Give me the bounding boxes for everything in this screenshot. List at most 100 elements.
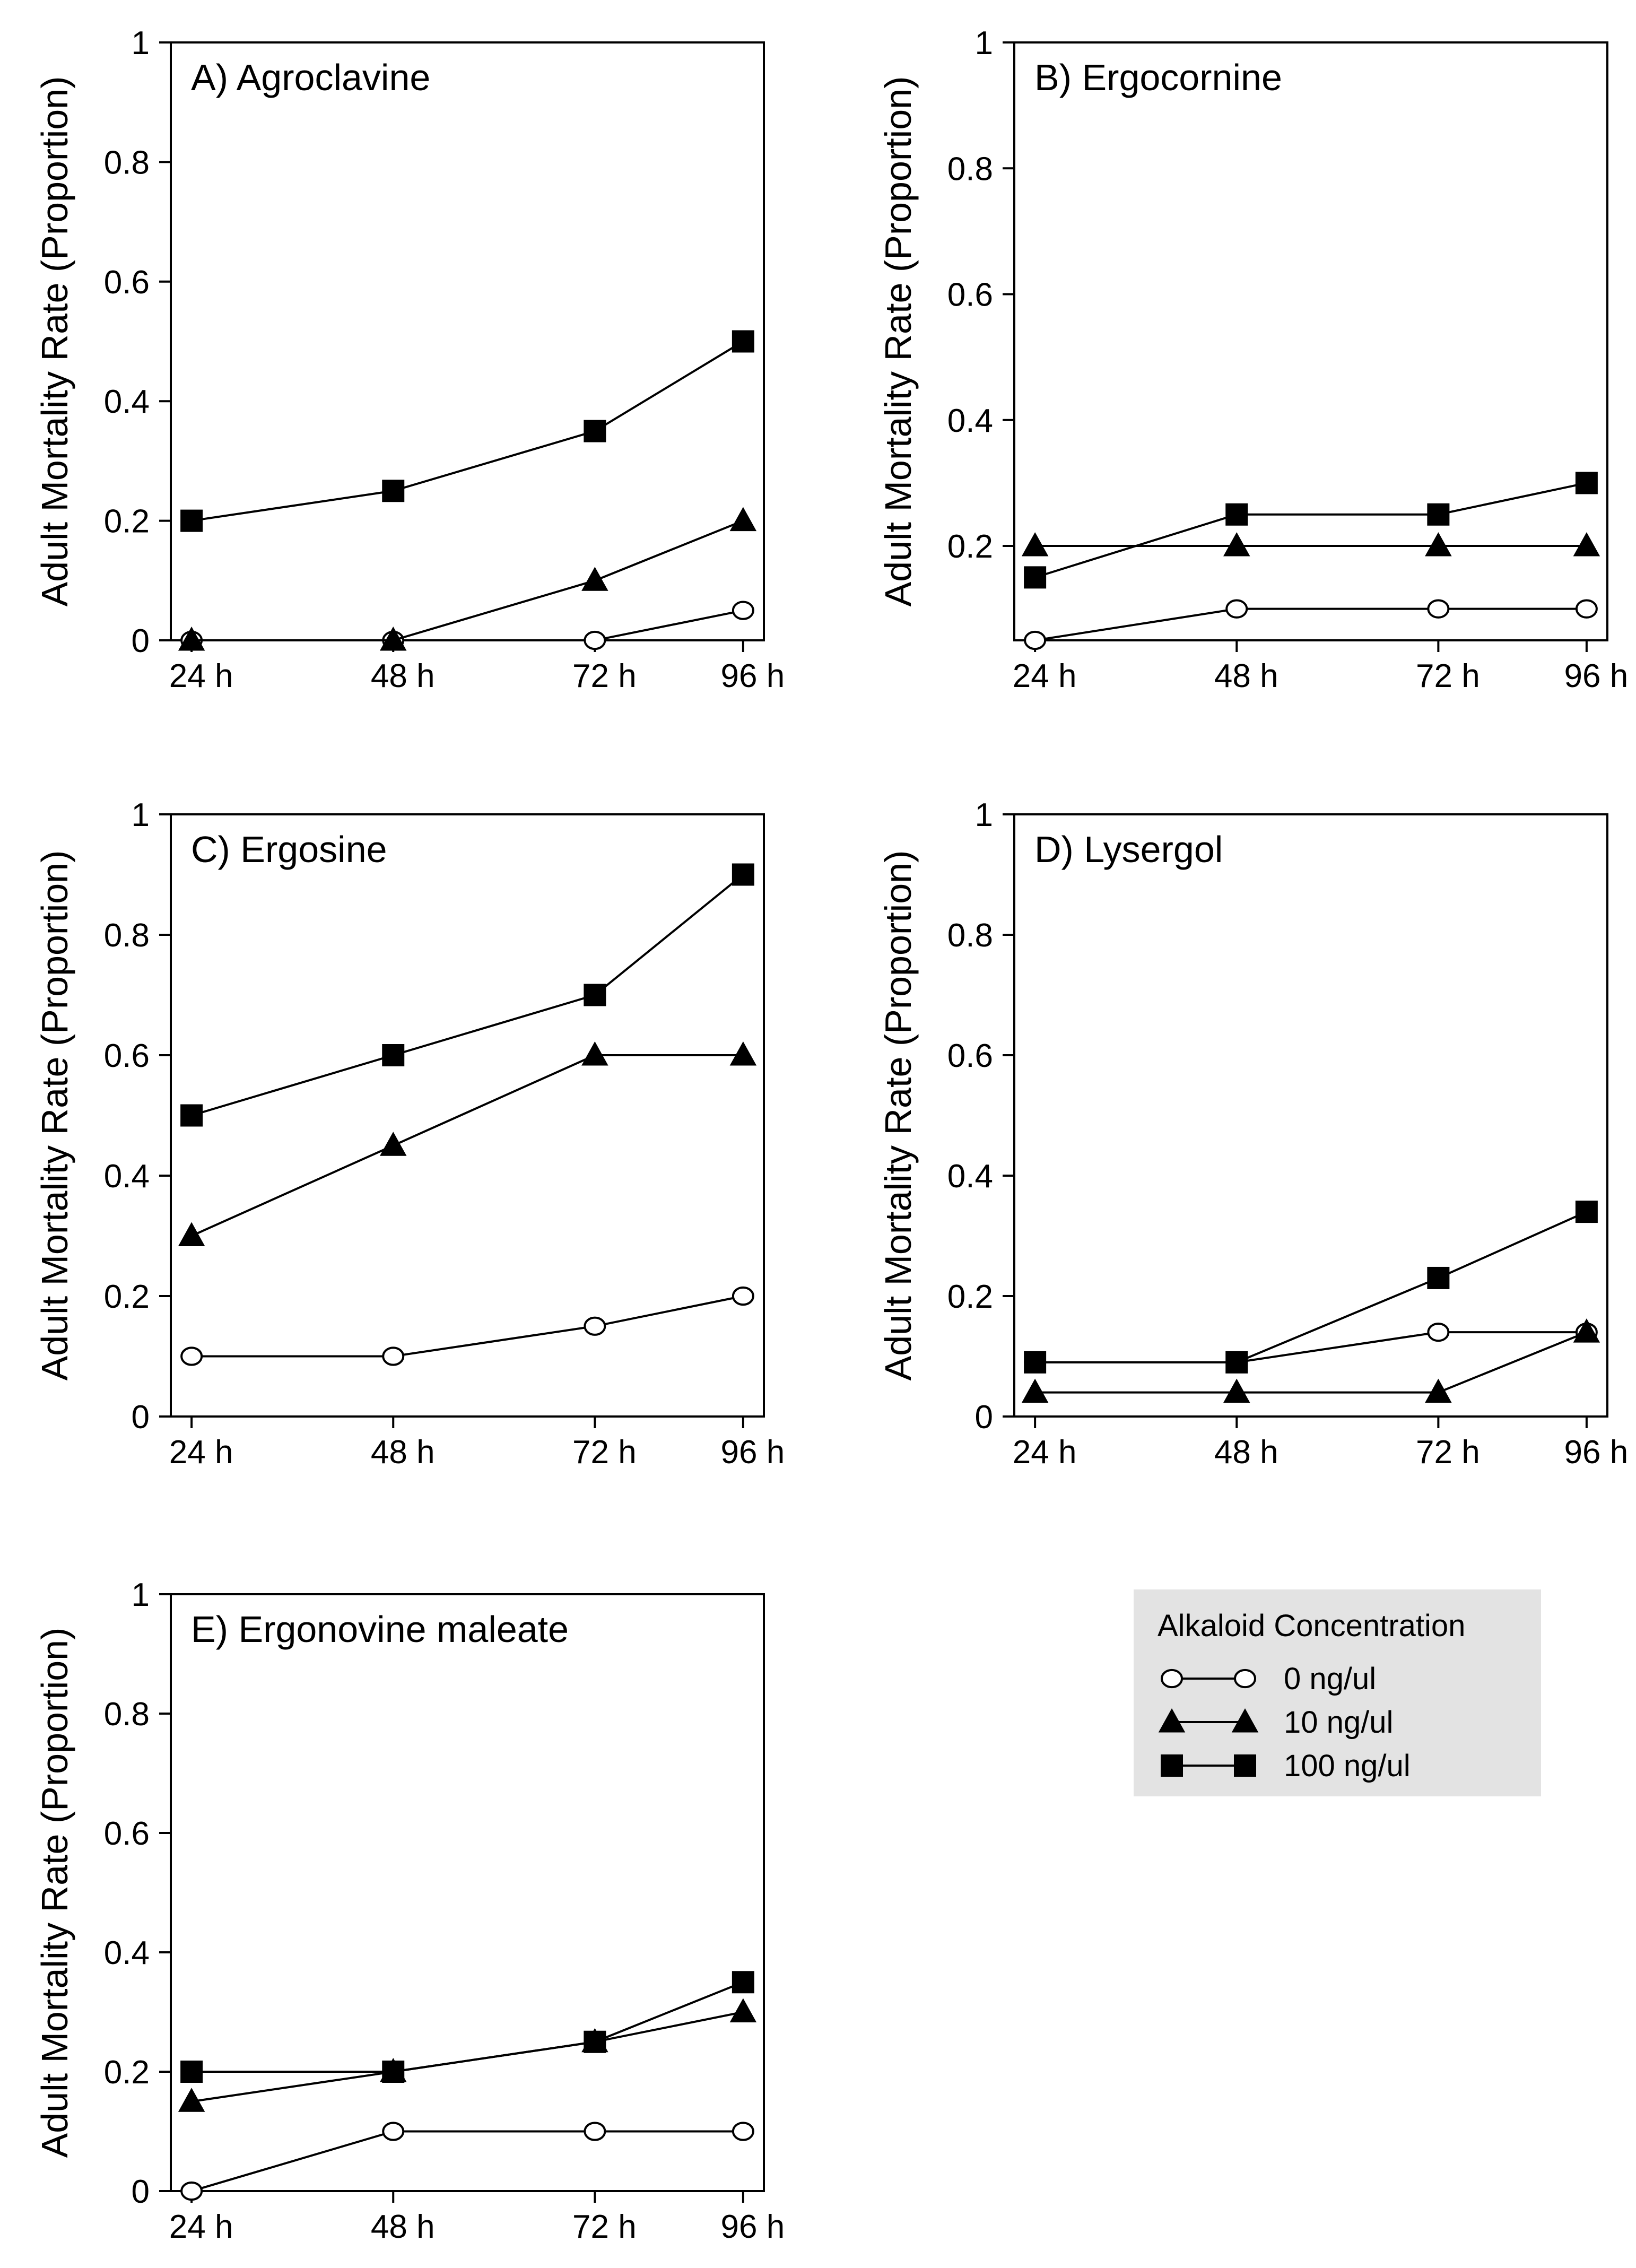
y-tick-label: 0.8: [104, 1696, 150, 1733]
y-tick-label: 0.2: [104, 1279, 150, 1315]
data-point: [1225, 503, 1248, 526]
data-point: [382, 2061, 405, 2083]
legend-marker: [1161, 1754, 1183, 1777]
x-tick-label: 72 h: [572, 2209, 637, 2245]
x-tick-label: 96 h: [1564, 1434, 1629, 1471]
x-tick-label: 72 h: [1416, 1434, 1480, 1471]
legend-label: 10 ng/ul: [1284, 1705, 1393, 1740]
legend-marker: [1158, 1708, 1186, 1733]
data-point: [382, 2122, 405, 2141]
x-tick-label: 72 h: [572, 658, 637, 694]
data-point: [382, 1346, 405, 1366]
y-tick-label: 1: [132, 1577, 150, 1613]
data-point: [732, 1286, 754, 1306]
y-tick-label: 0.6: [947, 1038, 993, 1074]
series-line: [192, 609, 744, 641]
series-triangle-filled: [1021, 1318, 1600, 1403]
series-circle-open: [1024, 599, 1598, 650]
data-point: [732, 1971, 754, 1994]
data-point: [380, 627, 407, 651]
data-point: [584, 1316, 606, 1336]
data-point: [180, 2181, 203, 2201]
data-point: [732, 2122, 754, 2141]
legend-marker: [1234, 1669, 1256, 1689]
series-square-filled: [180, 1971, 754, 2083]
panel-3: 0 0.2 0.4 0.6 0.8 1 24 h 48 h 72 h 96 h Adult Mort…: [34, 797, 785, 1471]
y-axis-title: Adult Mortality Rate (Proportion): [34, 76, 75, 607]
y-tick-label: 0.6: [104, 264, 150, 301]
data-point: [581, 1041, 608, 1066]
series-square-filled: [180, 863, 754, 1127]
legend-title: Alkaloid Concentration: [1158, 1609, 1465, 1643]
y-axis-title: Adult Mortality Rate (Proportion): [877, 850, 919, 1381]
series-square-filled: [180, 330, 754, 532]
series-line: [1035, 1211, 1587, 1363]
data-point: [1021, 1378, 1049, 1403]
series-circle-open: [180, 1286, 754, 1366]
x-tick-label: 48 h: [371, 1434, 435, 1471]
series-line: [1035, 1331, 1587, 1363]
y-tick-label: 0.4: [104, 384, 150, 420]
legend-box: [1134, 1589, 1541, 1796]
data-point: [1024, 566, 1047, 589]
data-point: [180, 2061, 203, 2083]
data-point: [180, 1346, 203, 1366]
x-tick-label: 96 h: [721, 2209, 785, 2245]
series-line: [191, 2130, 743, 2192]
x-tick-label: 96 h: [1564, 658, 1629, 694]
y-tick-label: 0.6: [104, 1038, 150, 1074]
series-line: [191, 1054, 743, 1237]
data-point: [732, 601, 754, 620]
panel-title: A) Agroclavine: [191, 57, 430, 98]
y-tick-label: 0.2: [947, 528, 993, 565]
data-point: [1427, 1266, 1450, 1289]
plot-frame: [1013, 41, 1608, 641]
y-tick-label: 1: [975, 797, 993, 833]
data-point: [1024, 630, 1047, 650]
legend: Alkaloid Concentration 0 ng/ul 10 ng/ul 100…: [1134, 1589, 1541, 1796]
series-line: [191, 340, 744, 522]
x-tick-label: 96 h: [721, 1434, 785, 1471]
data-point: [1427, 503, 1450, 526]
legend-item: 0 ng/ul: [1161, 1662, 1376, 1696]
series-line: [1034, 607, 1587, 641]
y-tick-label: 0.8: [947, 151, 993, 187]
data-point: [729, 1998, 757, 2022]
y-tick-label: 0: [975, 1399, 993, 1436]
series-square-filled: [1024, 1201, 1598, 1374]
y-axis-title: Adult Mortality Rate (Proportion): [34, 1628, 75, 2158]
data-point: [1575, 472, 1598, 494]
data-point: [1573, 532, 1600, 557]
y-tick-label: 0.2: [947, 1279, 993, 1315]
x-tick-label: 24 h: [1013, 658, 1077, 694]
y-tick-label: 0.6: [104, 1815, 150, 1852]
x-tick-label: 48 h: [371, 658, 435, 694]
series-line: [191, 2011, 744, 2103]
panel-title: C) Ergosine: [191, 829, 387, 870]
legend-item: 10 ng/ul: [1158, 1705, 1393, 1740]
series-triangle-filled: [178, 1041, 757, 1246]
data-point: [1425, 532, 1452, 557]
data-point: [380, 1132, 407, 1156]
data-point: [180, 509, 203, 532]
panel-title: B) Ergocornine: [1034, 57, 1282, 98]
y-axis-title: Adult Mortality Rate (Proportion): [34, 850, 75, 1381]
y-tick-label: 0: [132, 1399, 150, 1436]
series-line: [192, 1295, 744, 1358]
data-point: [1223, 532, 1250, 557]
panel-1: 0 0.2 0.4 0.6 0.8 1 24 h 48 h 72 h 96 h Adult Mort…: [34, 25, 785, 694]
legend-label: 0 ng/ul: [1284, 1662, 1376, 1696]
data-point: [584, 420, 606, 442]
y-tick-label: 0.2: [104, 2054, 150, 2091]
y-tick-label: 0.4: [104, 1935, 150, 1971]
data-point: [584, 2030, 606, 2053]
plot-frame: [1013, 813, 1608, 1418]
series-line: [191, 873, 744, 1117]
data-point: [1225, 1351, 1248, 1374]
y-tick-label: 0.8: [104, 917, 150, 954]
y-tick-label: 0.8: [104, 144, 150, 181]
series-line: [192, 1981, 744, 2073]
series-triangle-filled: [178, 507, 757, 651]
panel-title: E) Ergonovine maleate: [191, 1609, 569, 1650]
data-point: [382, 1044, 405, 1066]
